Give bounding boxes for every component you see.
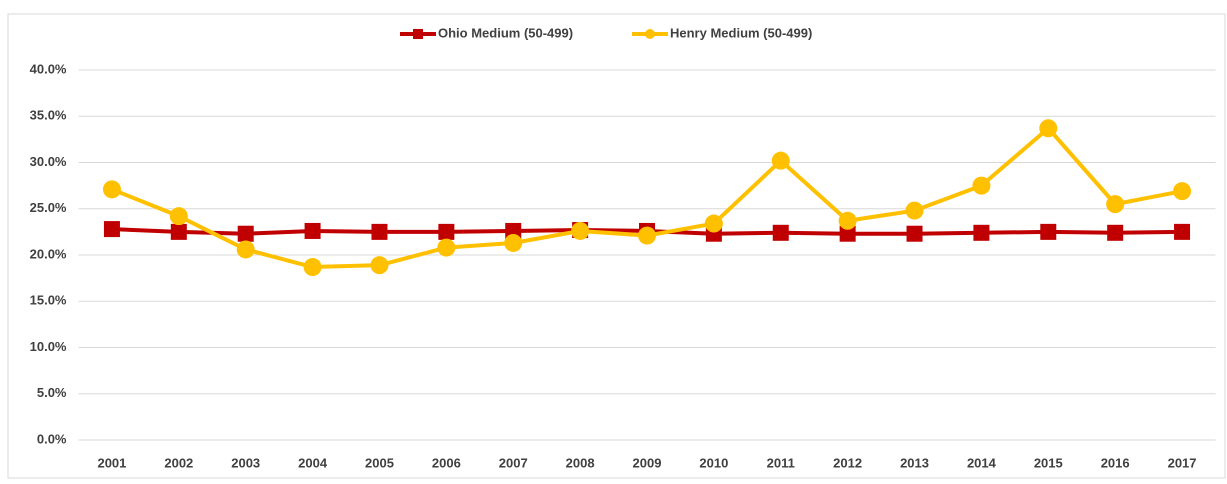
x-tick-label: 2008 bbox=[566, 455, 595, 470]
legend-label: Henry Medium (50-499) bbox=[670, 25, 812, 40]
marker bbox=[370, 256, 389, 275]
marker bbox=[170, 223, 187, 240]
x-tick-label: 2002 bbox=[164, 455, 193, 470]
legend-label: Ohio Medium (50-499) bbox=[438, 25, 573, 40]
marker bbox=[638, 226, 656, 245]
marker bbox=[905, 201, 924, 220]
y-tick-label: 35.0% bbox=[30, 108, 67, 123]
x-tick-label: 2011 bbox=[767, 455, 795, 470]
x-tick-label: 2013 bbox=[900, 455, 929, 470]
marker bbox=[1173, 182, 1192, 201]
marker bbox=[973, 224, 990, 241]
x-tick-label: 2003 bbox=[231, 455, 260, 470]
marker bbox=[371, 223, 388, 240]
x-tick-label: 2001 bbox=[97, 455, 126, 470]
x-tick-label: 2014 bbox=[967, 455, 997, 470]
marker bbox=[1107, 224, 1124, 241]
marker bbox=[571, 221, 590, 240]
marker bbox=[236, 240, 255, 259]
marker bbox=[237, 225, 254, 242]
y-tick-label: 5.0% bbox=[37, 385, 67, 400]
y-tick-label: 30.0% bbox=[30, 154, 67, 169]
marker bbox=[169, 207, 188, 226]
x-tick-label: 2006 bbox=[432, 455, 461, 470]
marker bbox=[1039, 119, 1058, 138]
x-tick-label: 2017 bbox=[1168, 455, 1197, 470]
y-tick-label: 40.0% bbox=[30, 61, 67, 76]
x-tick-label: 2009 bbox=[633, 455, 662, 470]
marker bbox=[771, 151, 790, 170]
marker bbox=[1106, 195, 1125, 214]
y-tick-label: 0.0% bbox=[37, 431, 67, 446]
x-tick-label: 2015 bbox=[1034, 455, 1063, 470]
y-tick-label: 20.0% bbox=[30, 246, 67, 261]
marker bbox=[304, 222, 321, 239]
marker bbox=[906, 225, 923, 242]
marker bbox=[704, 214, 723, 233]
marker bbox=[838, 211, 857, 230]
x-tick-label: 2010 bbox=[699, 455, 728, 470]
marker bbox=[972, 176, 991, 195]
x-tick-label: 2012 bbox=[833, 455, 862, 470]
chart-frame bbox=[7, 13, 1226, 479]
y-tick-label: 25.0% bbox=[30, 200, 67, 215]
marker bbox=[303, 258, 322, 277]
x-tick-label: 2005 bbox=[365, 455, 394, 470]
marker bbox=[772, 224, 789, 241]
marker bbox=[102, 180, 121, 199]
marker bbox=[504, 233, 523, 252]
marker bbox=[437, 238, 456, 257]
legend-marker bbox=[413, 29, 423, 39]
marker bbox=[103, 221, 120, 238]
legend-marker bbox=[645, 29, 655, 39]
x-tick-label: 2007 bbox=[499, 455, 528, 470]
x-tick-label: 2004 bbox=[298, 455, 328, 470]
y-tick-label: 10.0% bbox=[30, 339, 67, 354]
x-tick-label: 2016 bbox=[1101, 455, 1130, 470]
marker bbox=[1174, 223, 1191, 240]
y-tick-label: 15.0% bbox=[30, 293, 67, 308]
marker bbox=[839, 225, 856, 242]
marker bbox=[1040, 223, 1057, 240]
marker bbox=[438, 223, 455, 240]
